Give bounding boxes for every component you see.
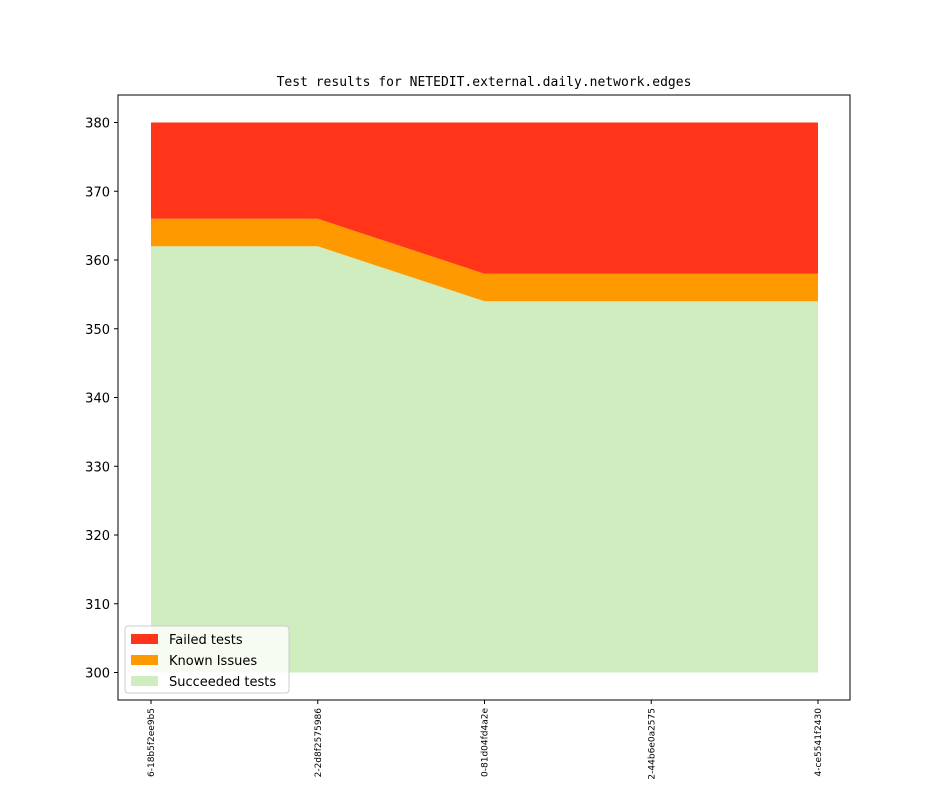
x-tick-label: 6-18b5f2ee9b5 xyxy=(147,708,157,777)
y-tick-label: 380 xyxy=(85,117,110,132)
y-tick-label: 330 xyxy=(85,460,110,475)
y-tick-label: 300 xyxy=(85,667,110,682)
y-tick-label: 360 xyxy=(85,254,110,269)
legend-label: Known Issues xyxy=(169,654,257,669)
area xyxy=(151,122,818,274)
y-tick-label: 310 xyxy=(85,598,110,613)
y-tick-label: 350 xyxy=(85,323,110,338)
y-tick-label: 340 xyxy=(85,392,110,407)
chart-title: Test results for NETEDIT.external.daily.… xyxy=(277,75,692,90)
legend-label: Succeeded tests xyxy=(169,675,276,690)
x-tick-label: 4-ce5541f2430 xyxy=(814,708,824,777)
y-tick-label: 370 xyxy=(85,185,110,200)
legend-swatch xyxy=(131,634,158,644)
legend: Failed tests Known Issues Succeeded tests xyxy=(124,625,290,694)
legend-label: Failed tests xyxy=(169,633,243,648)
legend-frame xyxy=(124,625,290,694)
legend-swatch xyxy=(131,655,158,665)
area xyxy=(151,218,818,302)
area xyxy=(151,246,818,673)
x-tick-label: 2-2d8f2575986 xyxy=(314,708,324,778)
y-tick-label: 320 xyxy=(85,529,110,544)
x-tick-label: 0-81d04fd4a2e xyxy=(481,708,491,777)
legend-swatch xyxy=(131,676,158,686)
x-tick-label: 2-44b6e0a2575 xyxy=(647,708,657,780)
